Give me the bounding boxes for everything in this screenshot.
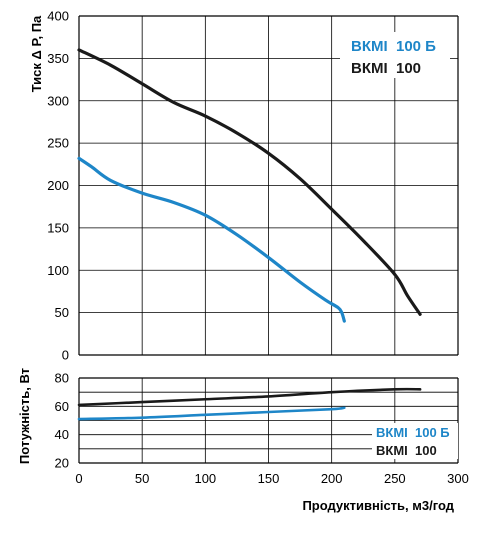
power-legend-blue-label: ВКМІ 100 Б [376, 425, 450, 440]
pressure-y-tick-label: 250 [47, 136, 69, 151]
pressure-y-tick-label: 50 [55, 305, 69, 320]
pressure-y-tick-label: 0 [62, 348, 69, 363]
power-y-tick-label: 80 [55, 371, 69, 386]
pressure-legend-blue-label: ВКМІ 100 Б [351, 38, 436, 55]
pressure-series [77, 48, 422, 323]
x-tick-label: 100 [194, 471, 216, 486]
power-series-line-black [77, 387, 422, 407]
power-y-axis-label: Потужність, Вт [17, 368, 32, 464]
power-y-tick-labels: 20 40 60 80 [55, 371, 69, 471]
pressure-y-tick-labels: 0 50 100 150 200 250 300 350 400 [47, 9, 69, 363]
x-tick-labels: 0 50 100 150 200 250 300 [75, 471, 468, 486]
pressure-legend-black-label: ВКМІ 100 [351, 60, 421, 77]
pressure-y-tick-label: 100 [47, 263, 69, 278]
power-y-tick-label: 20 [55, 456, 69, 471]
pressure-series-line-blue [77, 156, 346, 323]
pressure-y-axis-label: Тиск Δ P, Па [29, 15, 44, 92]
power-y-tick-label: 40 [55, 427, 69, 442]
power-legend-black-label: ВКМІ 100 [376, 443, 437, 458]
pressure-series-line-black [77, 48, 422, 316]
pressure-legend-box [340, 32, 450, 78]
power-series-line-blue [77, 406, 346, 421]
x-tick-label: 200 [321, 471, 343, 486]
power-y-tick-label: 60 [55, 399, 69, 414]
x-tick-label: 50 [135, 471, 149, 486]
power-legend-box [372, 423, 458, 459]
x-tick-label: 300 [447, 471, 469, 486]
x-tick-label: 0 [75, 471, 82, 486]
pressure-y-tick-label: 300 [47, 93, 69, 108]
pressure-grid [78, 15, 459, 356]
x-axis-label: Продуктивність, м3/год [302, 498, 454, 513]
x-tick-label: 250 [384, 471, 406, 486]
pressure-chart: 0 50 100 150 200 250 300 350 400 Тиск Δ P, Па ВК… [29, 9, 459, 363]
x-tick-label: 150 [258, 471, 280, 486]
power-series [77, 387, 422, 421]
pressure-y-tick-label: 350 [47, 51, 69, 66]
pressure-y-tick-label: 150 [47, 220, 69, 235]
pressure-y-tick-label: 400 [47, 9, 69, 24]
pressure-y-tick-label: 200 [47, 178, 69, 193]
power-chart: 20 40 60 80 Потужність, Вт ВКМІ 100 Б ВКМІ … [17, 368, 459, 471]
